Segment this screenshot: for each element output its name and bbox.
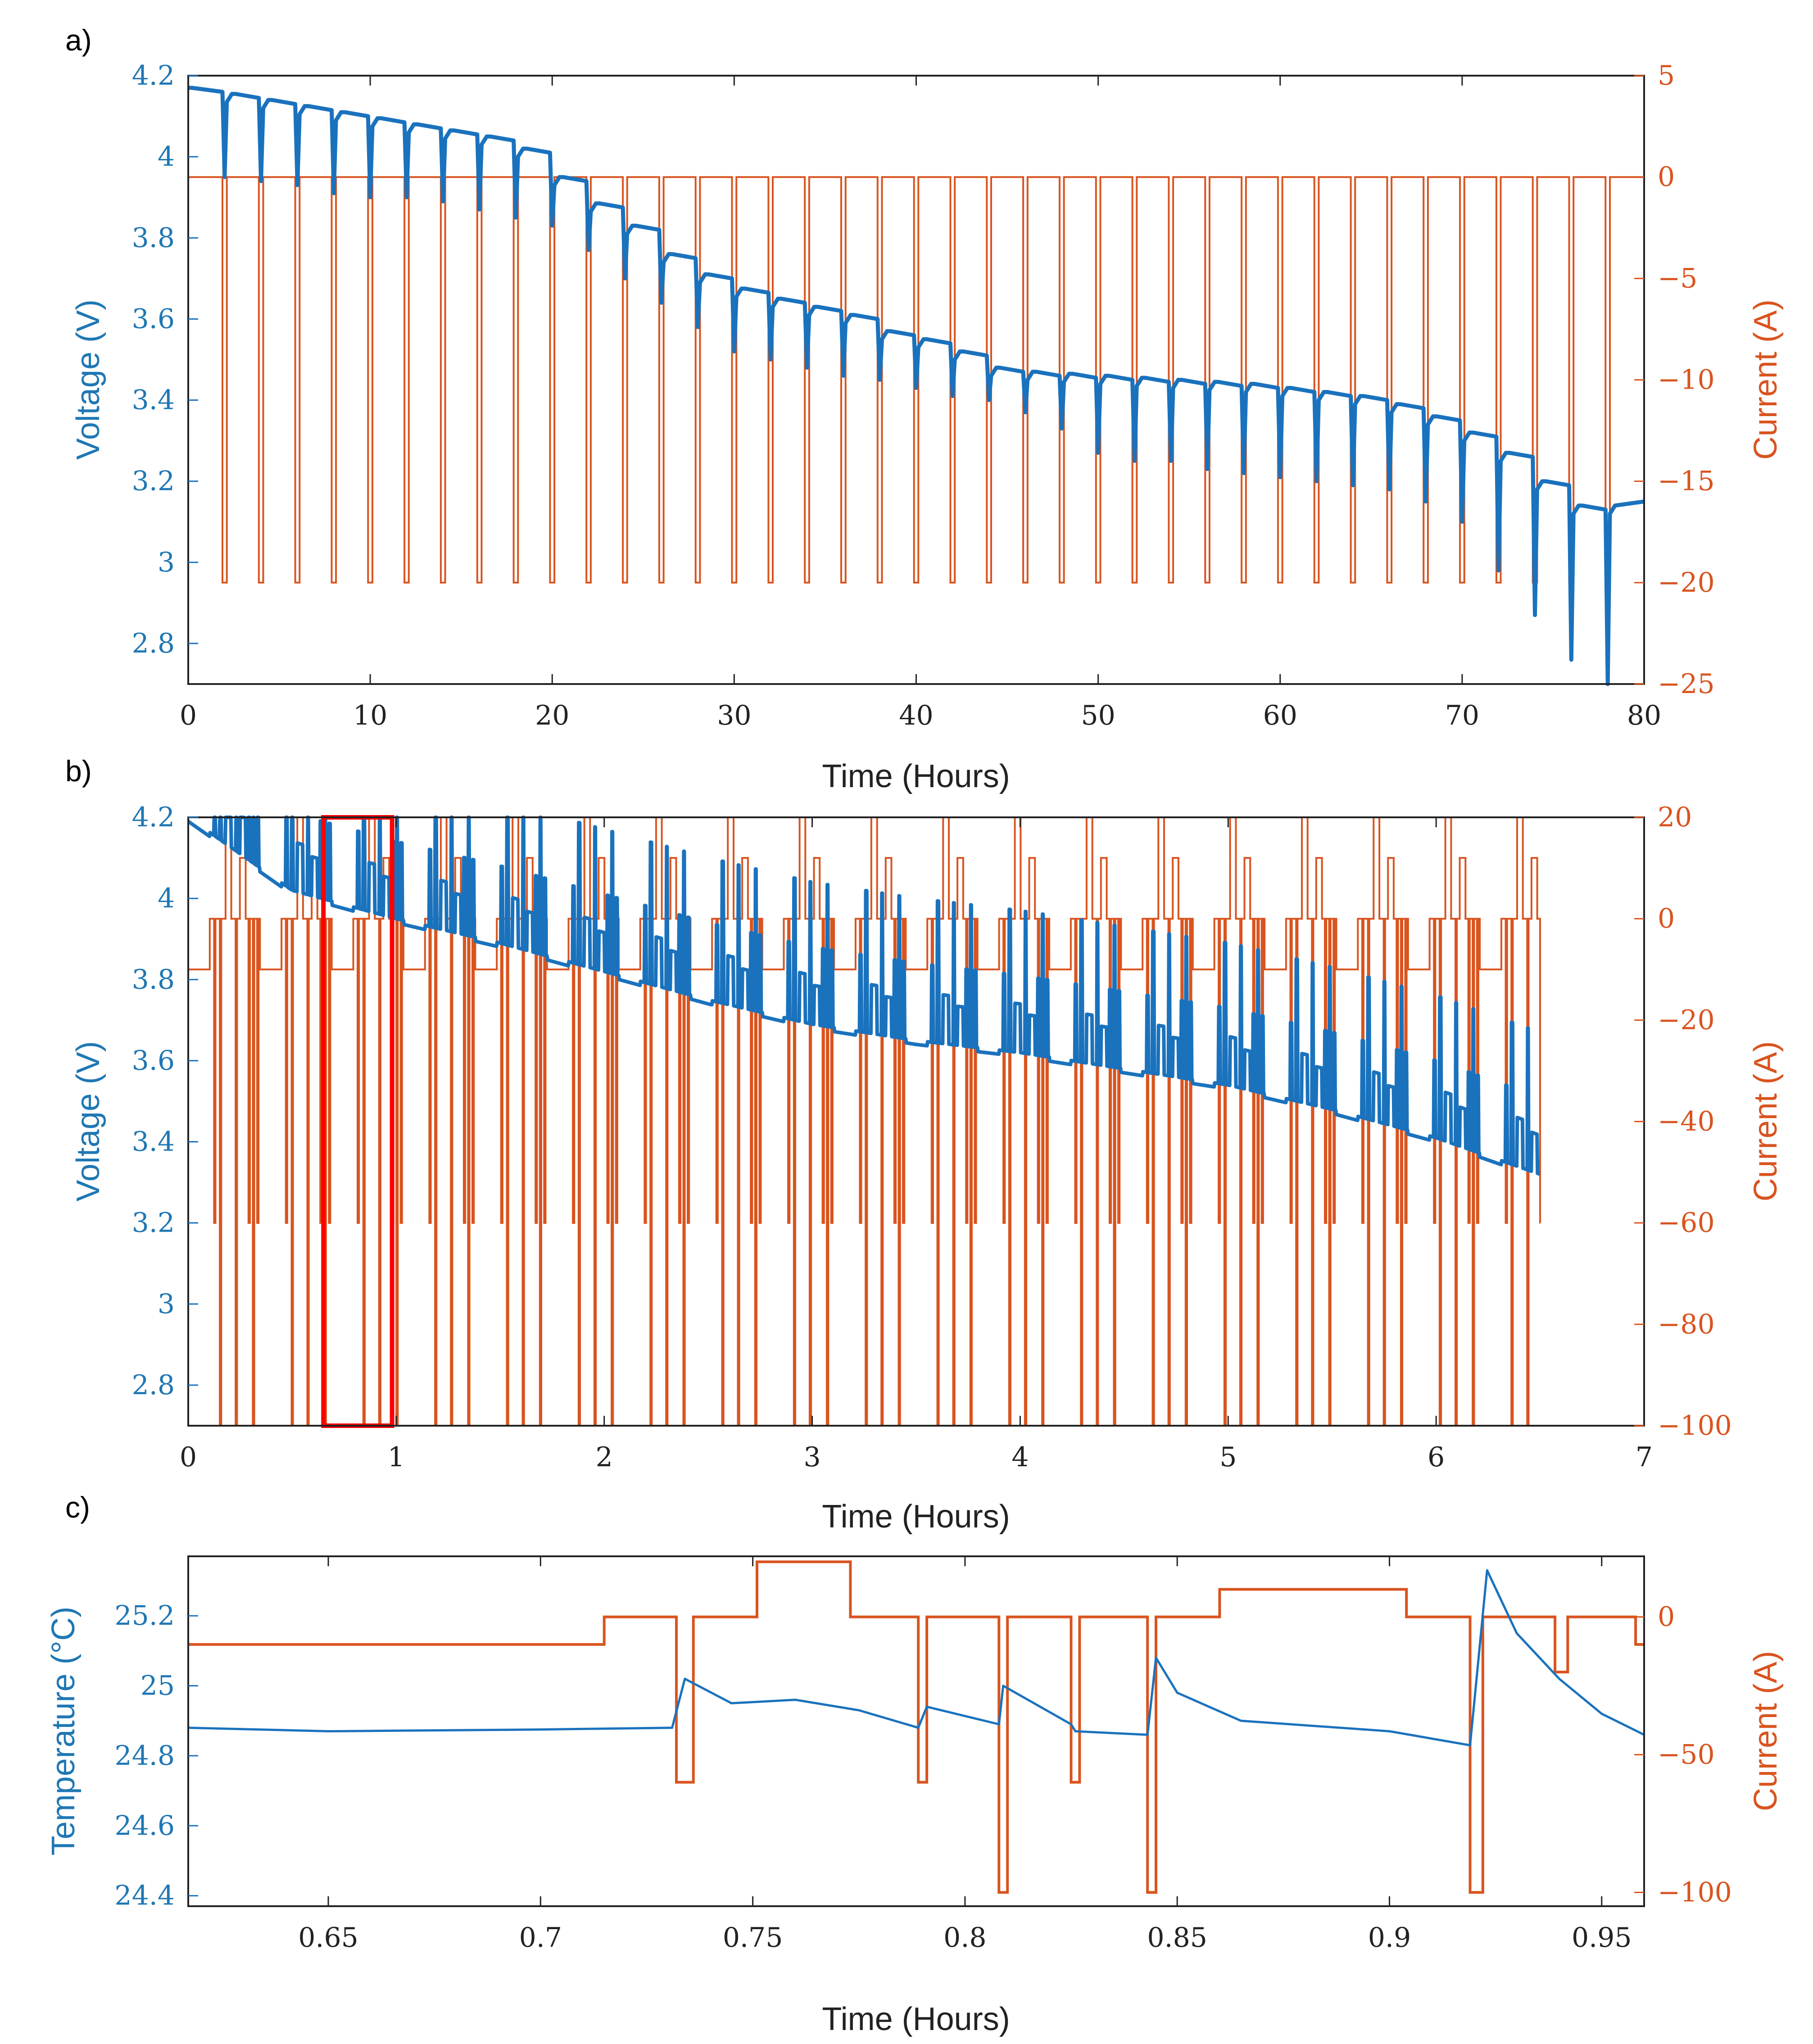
panel-b-label: b) — [65, 754, 92, 788]
panel-b-axes-box — [187, 816, 1645, 1427]
panel-b-ticks: 0 1 2 3 4 5 6 7 2.8 3 3.2 3.4 3.6 3.8 4 4.2 −100 −80 −60 −4… — [132, 802, 1732, 1473]
panel-c-right-tick-label: 0 — [1658, 1601, 1675, 1633]
panel-b-right-tick-label: 0 — [1658, 903, 1675, 934]
panel-c-plot-area — [188, 1560, 1645, 1894]
panel-c-right-axis-label: Current (A) — [1748, 1651, 1784, 1811]
panel-a-left-tick-label: 3.8 — [132, 222, 175, 254]
panel-a-x-axis-label: Time (Hours) — [822, 758, 1010, 794]
panel-a-x-tick-label: 30 — [717, 700, 751, 731]
panel-c-left-tick-label: 24.6 — [114, 1810, 175, 1841]
panel-b-left-tick-label: 4 — [158, 883, 175, 914]
panel-a-x-tick-label: 40 — [899, 700, 933, 731]
panel-c-ticks: 0.65 0.7 0.75 0.8 0.85 0.9 0.95 24.4 24.6 24.8 25 2… — [114, 1556, 1732, 1953]
panel-a-right-tick-label: −10 — [1658, 364, 1715, 396]
panel-c: c) 0.65 0.7 0.75 0.8 0.85 0.9 0.95 24.4 24.6 24.8… — [45, 1491, 1784, 2037]
panel-b-right-tick-label: 20 — [1658, 802, 1692, 833]
panel-c-x-tick-label: 0.8 — [943, 1922, 986, 1953]
panel-a-left-axis-label: Voltage (V) — [70, 299, 106, 460]
panel-b-x-tick-label: 3 — [803, 1441, 820, 1473]
panel-a-left-tick-label: 3.2 — [132, 466, 175, 497]
panel-a-right-tick-label: −20 — [1658, 567, 1715, 598]
panel-a-left-tick-label: 3 — [158, 547, 175, 578]
panel-a-left-tick-label: 2.8 — [132, 628, 175, 659]
panel-c-x-tick-label: 0.75 — [723, 1922, 783, 1953]
panel-a-right-tick-label: 5 — [1658, 60, 1675, 91]
panel-c-left-tick-label: 25 — [141, 1670, 175, 1701]
panel-b-right-axis-label: Current (A) — [1748, 1041, 1784, 1201]
panel-c-left-tick-label: 24.4 — [114, 1880, 175, 1912]
panel-b-x-tick-label: 7 — [1636, 1441, 1653, 1473]
panel-c-x-tick-label: 0.95 — [1572, 1922, 1632, 1953]
panel-b-x-tick-label: 4 — [1011, 1441, 1029, 1473]
panel-a-left-tick-label: 4 — [158, 141, 175, 172]
panel-a-x-tick-label: 70 — [1445, 700, 1479, 731]
panel-b-right-tick-label: −80 — [1658, 1309, 1715, 1340]
panel-b-left-tick-label: 3 — [158, 1288, 175, 1320]
panel-b-left-tick-label: 3.8 — [132, 964, 175, 995]
panel-a-x-tick-label: 80 — [1627, 700, 1661, 731]
panel-a-x-tick-label: 60 — [1263, 700, 1297, 731]
panel-b-plot-area — [187, 815, 1541, 1428]
panel-c-temperature-line — [188, 1569, 1645, 1747]
panel-c-x-tick-label: 0.9 — [1368, 1922, 1411, 1953]
panel-a-current-line — [188, 176, 1644, 584]
panel-a-right-tick-label: −25 — [1658, 668, 1715, 700]
panel-c-right-tick-label: −50 — [1658, 1739, 1715, 1771]
panel-b-left-tick-label: 3.4 — [132, 1126, 175, 1158]
panel-a-left-tick-label: 4.2 — [132, 60, 175, 91]
panel-b-left-tick-label: 4.2 — [132, 802, 175, 833]
panel-a-right-tick-label: 0 — [1658, 161, 1675, 193]
panel-c-current-line — [188, 1560, 1644, 1894]
panel-a-right-tick-label: −15 — [1658, 466, 1715, 497]
panel-a-label: a) — [65, 23, 92, 57]
panel-b-right-tick-label: −40 — [1658, 1106, 1715, 1138]
panel-c-axes-box — [187, 1555, 1645, 1907]
panel-b-voltage-line — [187, 816, 1541, 1176]
panel-b-right-tick-label: −20 — [1658, 1004, 1715, 1036]
panel-b-left-tick-label: 3.2 — [132, 1207, 175, 1239]
panel-b-x-tick-label: 2 — [596, 1441, 613, 1473]
panel-b: b) 0 1 2 3 4 5 6 7 2.8 3 3.2 3.4 3.6 3.8 4 4.2 −100 −80 −6… — [65, 754, 1784, 1535]
panel-a-voltage-line — [188, 86, 1645, 686]
panel-b-x-tick-label: 1 — [388, 1441, 405, 1473]
panel-c-x-tick-label: 0.85 — [1147, 1922, 1207, 1953]
panel-a-x-tick-label: 50 — [1081, 700, 1115, 731]
panel-a-left-tick-label: 3.6 — [132, 303, 175, 335]
panel-b-right-tick-label: −100 — [1658, 1410, 1732, 1441]
panel-c-label: c) — [65, 1491, 90, 1524]
panel-a-plot-area — [188, 86, 1645, 686]
panel-a-x-tick-label: 10 — [353, 700, 387, 731]
panel-c-left-tick-label: 25.2 — [114, 1600, 175, 1632]
panel-a-right-tick-label: −5 — [1658, 263, 1697, 294]
panel-b-left-tick-label: 3.6 — [132, 1045, 175, 1076]
panel-a: a) 0 10 20 30 40 50 60 70 802.833.23.43.63.844.2… — [65, 23, 1784, 794]
panel-a-x-tick-label: 20 — [535, 700, 569, 731]
panel-c-left-axis-label: Temperature (°C) — [45, 1607, 82, 1856]
panel-a-x-tick-label: 0 — [180, 700, 197, 731]
panel-b-x-tick-label: 0 — [180, 1441, 197, 1473]
panel-a-left-tick-label: 3.4 — [132, 385, 175, 416]
panel-b-x-axis-label: Time (Hours) — [822, 1499, 1010, 1535]
panel-c-right-tick-label: −100 — [1658, 1876, 1732, 1908]
panel-b-x-tick-label: 6 — [1428, 1441, 1445, 1473]
panel-b-right-tick-label: −60 — [1658, 1207, 1715, 1239]
panel-c-x-tick-label: 0.65 — [298, 1922, 358, 1953]
panel-b-left-tick-label: 2.8 — [132, 1369, 175, 1401]
panel-a-ticks: 0 10 20 30 40 50 60 70 802.833.23.43.63.844.2−25… — [132, 60, 1715, 731]
panel-c-x-axis-label: Time (Hours) — [822, 2001, 1010, 2037]
panel-b-x-tick-label: 5 — [1219, 1441, 1237, 1473]
panel-a-right-axis-label: Current (A) — [1748, 299, 1784, 460]
panel-b-left-axis-label: Voltage (V) — [70, 1041, 106, 1201]
panel-c-x-tick-label: 0.7 — [519, 1922, 562, 1953]
panel-c-left-tick-label: 24.8 — [114, 1740, 175, 1772]
